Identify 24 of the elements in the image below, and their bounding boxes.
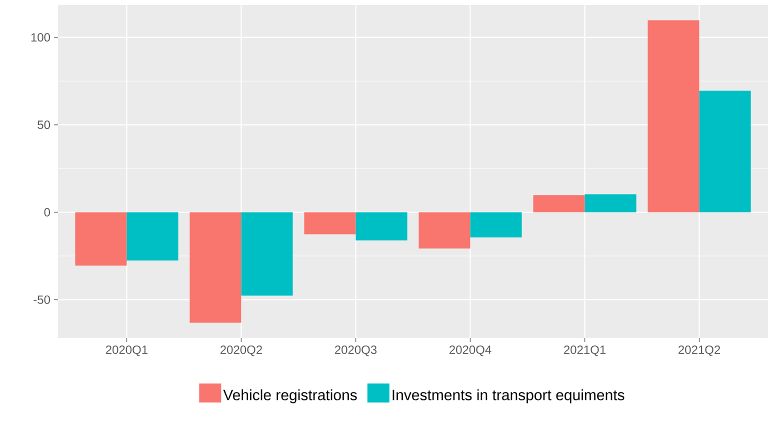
- legend-label: Investments in transport equiments: [392, 389, 624, 404]
- bar: [648, 20, 700, 212]
- bar: [699, 90, 751, 212]
- bar: [241, 212, 293, 296]
- x-tick-label: 2020Q4: [450, 346, 492, 356]
- bar: [418, 212, 470, 248]
- bar: [304, 212, 356, 234]
- bar: [356, 212, 408, 240]
- x-tick-label: 2020Q2: [220, 346, 262, 356]
- bar: [584, 194, 636, 212]
- bar: [75, 212, 127, 266]
- x-tick-label: 2020Q3: [334, 346, 377, 356]
- x-tick-label: 2021Q2: [678, 346, 720, 356]
- bar: [126, 212, 178, 261]
- y-tick-label: -50: [34, 295, 50, 304]
- y-tick-label: 100: [31, 33, 50, 42]
- legend-label: Vehicle registrations: [223, 389, 357, 404]
- bar: [470, 212, 522, 238]
- x-tick-label: 2021Q1: [564, 346, 606, 356]
- bar: [190, 212, 242, 323]
- y-tick-label: 0: [44, 208, 50, 216]
- y-tick-label: 50: [38, 120, 50, 130]
- bar: [533, 195, 585, 212]
- x-tick-label: 2020Q1: [106, 346, 148, 356]
